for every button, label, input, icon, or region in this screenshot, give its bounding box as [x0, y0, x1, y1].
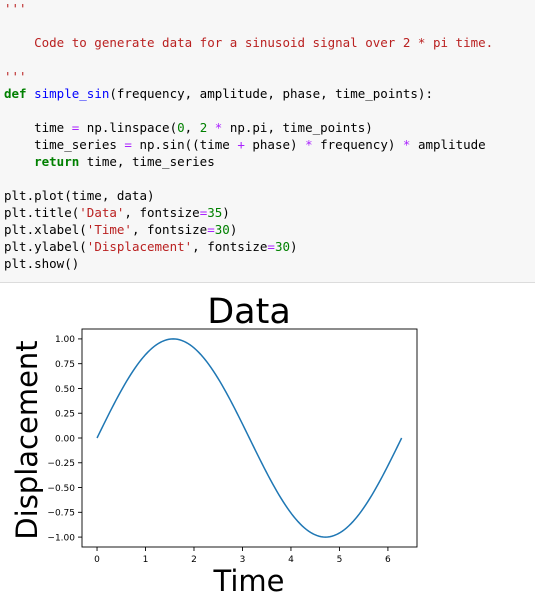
code-line: def simple_sin(frequency, amplitude, pha… — [4, 85, 493, 102]
code-token: time — [4, 120, 72, 135]
code-cell[interactable]: ''' Code to generate data for a sinusoid… — [0, 0, 535, 283]
code-token: plt.title( — [4, 205, 80, 220]
code-token: ) — [290, 239, 298, 254]
code-token — [4, 154, 34, 169]
code-token: ) — [229, 222, 238, 237]
code-token: = — [207, 222, 215, 237]
code-token: = — [124, 137, 132, 152]
y-tick-label: 0.00 — [55, 434, 75, 444]
y-tick-label: −1.00 — [47, 533, 75, 543]
code-line: return time, time_series — [4, 153, 493, 170]
y-axis-label: Displacement — [10, 340, 44, 539]
x-tick-label: 0 — [94, 555, 100, 565]
series-line — [96, 338, 403, 538]
code-token: np.pi, time_points) — [222, 120, 373, 135]
code-line: plt.xlabel('Time', fontsize=30) — [4, 221, 493, 238]
y-tick-label: 1.00 — [55, 335, 75, 345]
code-line: plt.show() — [4, 255, 493, 272]
x-axis-label: Time — [213, 564, 285, 597]
code-token: , fontsize — [131, 222, 208, 237]
sine-chart: Data Time Displacement 0 1 2 3 4 5 6 1.00 0.75 0.… — [10, 292, 418, 597]
code-token: plt.plot(time, data) — [4, 188, 155, 203]
code-token: np.linspace( — [79, 120, 178, 135]
code-line — [4, 17, 493, 34]
code-token: phase) — [244, 137, 306, 152]
code-token: , — [184, 120, 200, 135]
code-token: np.sin((time — [131, 137, 238, 152]
code-token: + — [237, 137, 245, 152]
code-line: ''' — [4, 68, 493, 85]
code-token — [27, 86, 35, 101]
code-token: 30 — [214, 222, 230, 237]
code-token: * — [214, 120, 223, 135]
y-tick-label: 0.50 — [55, 385, 75, 395]
code-token: 30 — [274, 239, 291, 254]
x-tick-label: 1 — [143, 555, 149, 565]
code-line: time_series = np.sin((time + phase) * fr… — [4, 136, 493, 153]
code-token: plt.ylabel( — [4, 239, 87, 254]
y-tick-label: 0.75 — [55, 360, 75, 370]
code-token — [207, 120, 215, 135]
code-token: = — [199, 205, 208, 220]
x-tick-label: 4 — [288, 555, 294, 565]
code-token: 'Displacement' — [86, 239, 193, 254]
code-token: plt.show() — [4, 256, 80, 271]
chart-title: Data — [207, 292, 291, 332]
code-token: * — [305, 137, 313, 152]
code-token: time_series — [4, 137, 125, 152]
code-token: Code to generate data for a sinusoid sig… — [4, 35, 494, 50]
y-tick-label: −0.75 — [47, 509, 75, 519]
x-tick-label: 5 — [337, 555, 343, 565]
code-token: * — [402, 137, 411, 152]
code-line — [4, 170, 493, 187]
code-line — [4, 102, 493, 119]
x-tick-label: 6 — [385, 555, 391, 565]
y-tick-label: −0.25 — [47, 459, 75, 469]
x-tick-label: 3 — [240, 555, 246, 565]
code-line: time = np.linspace(0, 2 * np.pi, time_po… — [4, 119, 493, 136]
x-tick-label: 2 — [191, 555, 197, 565]
code-line: plt.plot(time, data) — [4, 187, 493, 204]
code-token: 'Time' — [86, 222, 132, 237]
code-line: Code to generate data for a sinusoid sig… — [4, 34, 493, 51]
code-token: time, time_series — [79, 154, 215, 169]
code-token: amplitude — [410, 137, 486, 152]
code-token: 35 — [207, 205, 223, 220]
code-token: 2 — [199, 120, 208, 135]
axis-ticks: 0 1 2 3 4 5 6 1.00 0.75 0.50 0.25 0.00 −0.25 −0.50 −0.… — [47, 335, 391, 565]
code-line: plt.title('Data', fontsize=35) — [4, 204, 493, 221]
output-area: Data Time Displacement 0 1 2 3 4 5 6 1.00 0.75 0.… — [0, 284, 535, 597]
code-line: plt.ylabel('Displacement', fontsize=30) — [4, 238, 493, 255]
code-token: = — [267, 239, 275, 254]
code-token: plt.xlabel( — [4, 222, 87, 237]
code-editor[interactable]: ''' Code to generate data for a sinusoid… — [4, 0, 493, 272]
code-token: 'Data' — [79, 205, 125, 220]
code-token: frequency) — [312, 137, 403, 152]
code-token: simple_sin — [34, 86, 110, 101]
code-token: ''' — [4, 69, 27, 84]
y-tick-label: 0.25 — [55, 410, 75, 420]
code-line — [4, 51, 493, 68]
code-line: ''' — [4, 0, 493, 17]
y-tick-label: −0.50 — [47, 484, 75, 494]
code-token: , fontsize — [124, 205, 200, 220]
code-token: def — [4, 86, 27, 101]
code-token: return — [34, 154, 80, 169]
axes-frame — [81, 328, 418, 548]
code-token: ) — [222, 205, 230, 220]
code-token: , fontsize — [192, 239, 268, 254]
code-token: ''' — [4, 1, 27, 16]
code-token: 0 — [177, 120, 185, 135]
code-token: = — [71, 120, 80, 135]
plot-area — [81, 328, 418, 548]
code-token: (frequency, amplitude, phase, time_point… — [109, 86, 433, 101]
